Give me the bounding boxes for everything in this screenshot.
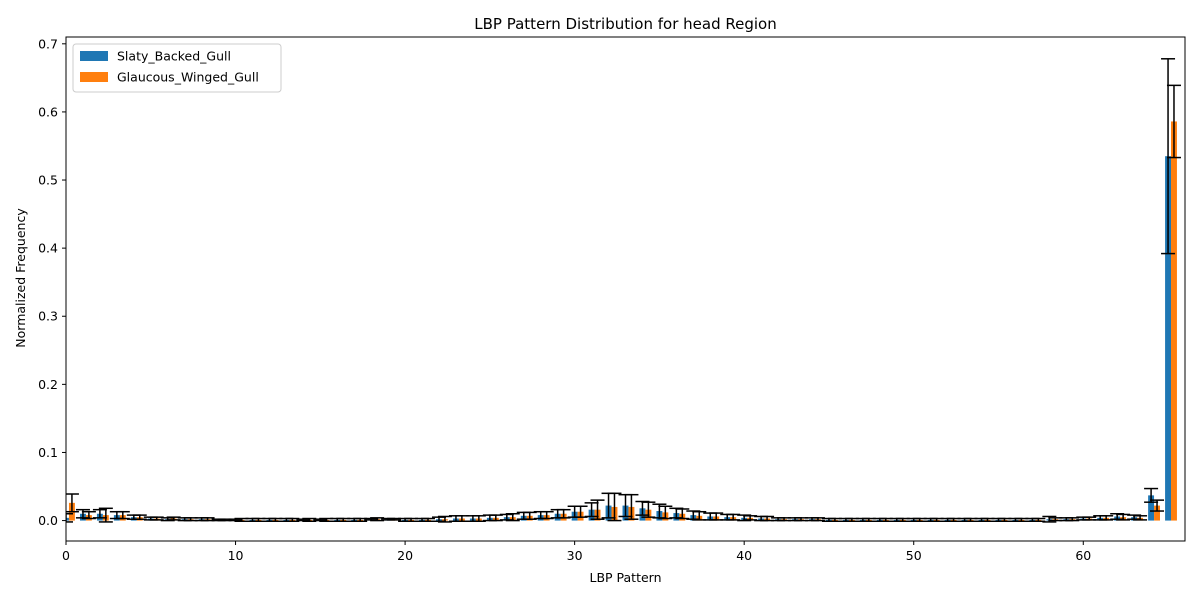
bar-0-64 bbox=[1148, 495, 1155, 521]
y-tick-label-5: 0.5 bbox=[38, 173, 58, 188]
bar-1-65 bbox=[1171, 121, 1177, 521]
legend-label-1: Glaucous_Winged_Gull bbox=[117, 70, 259, 85]
x-tick-label-3: 30 bbox=[567, 548, 583, 563]
y-tick-label-1: 0.1 bbox=[38, 445, 58, 460]
legend-swatch-0 bbox=[80, 51, 108, 61]
x-tick-label-2: 20 bbox=[397, 548, 413, 563]
x-tick-label-0: 0 bbox=[62, 548, 70, 563]
x-axis-label: LBP Pattern bbox=[589, 570, 661, 585]
x-tick-label-5: 50 bbox=[906, 548, 922, 563]
y-tick-label-0: 0.0 bbox=[38, 513, 58, 528]
y-tick-label-4: 0.4 bbox=[38, 241, 58, 256]
y-tick-label-3: 0.3 bbox=[38, 309, 58, 324]
error-bars-layer bbox=[66, 58, 1181, 523]
y-tick-label-6: 0.6 bbox=[38, 104, 58, 119]
legend-box bbox=[72, 43, 282, 93]
legend: Slaty_Backed_Gull Glaucous_Winged_Gull bbox=[72, 43, 282, 93]
bar-1-64 bbox=[1154, 505, 1160, 521]
chart-title: LBP Pattern Distribution for head Region bbox=[474, 15, 776, 33]
legend-swatch-1 bbox=[80, 72, 108, 82]
bar-0-65 bbox=[1165, 156, 1172, 521]
y-tick-label-2: 0.2 bbox=[38, 377, 58, 392]
plot-area-frame bbox=[65, 36, 1186, 542]
x-tick-label-6: 60 bbox=[1075, 548, 1091, 563]
legend-label-0: Slaty_Backed_Gull bbox=[117, 49, 231, 64]
x-tick-label-4: 40 bbox=[736, 548, 752, 563]
x-tick-label-1: 10 bbox=[228, 548, 244, 563]
y-tick-label-7: 0.7 bbox=[38, 36, 58, 51]
bar-0-0 bbox=[66, 517, 69, 521]
ticks-layer: 0 10 20 30 40 50 60 0.0 0.1 0.2 0.3 0.4 0.5 0.6 0.7 bbox=[38, 36, 1091, 563]
y-axis-label: Normalized Frequency bbox=[13, 208, 28, 348]
